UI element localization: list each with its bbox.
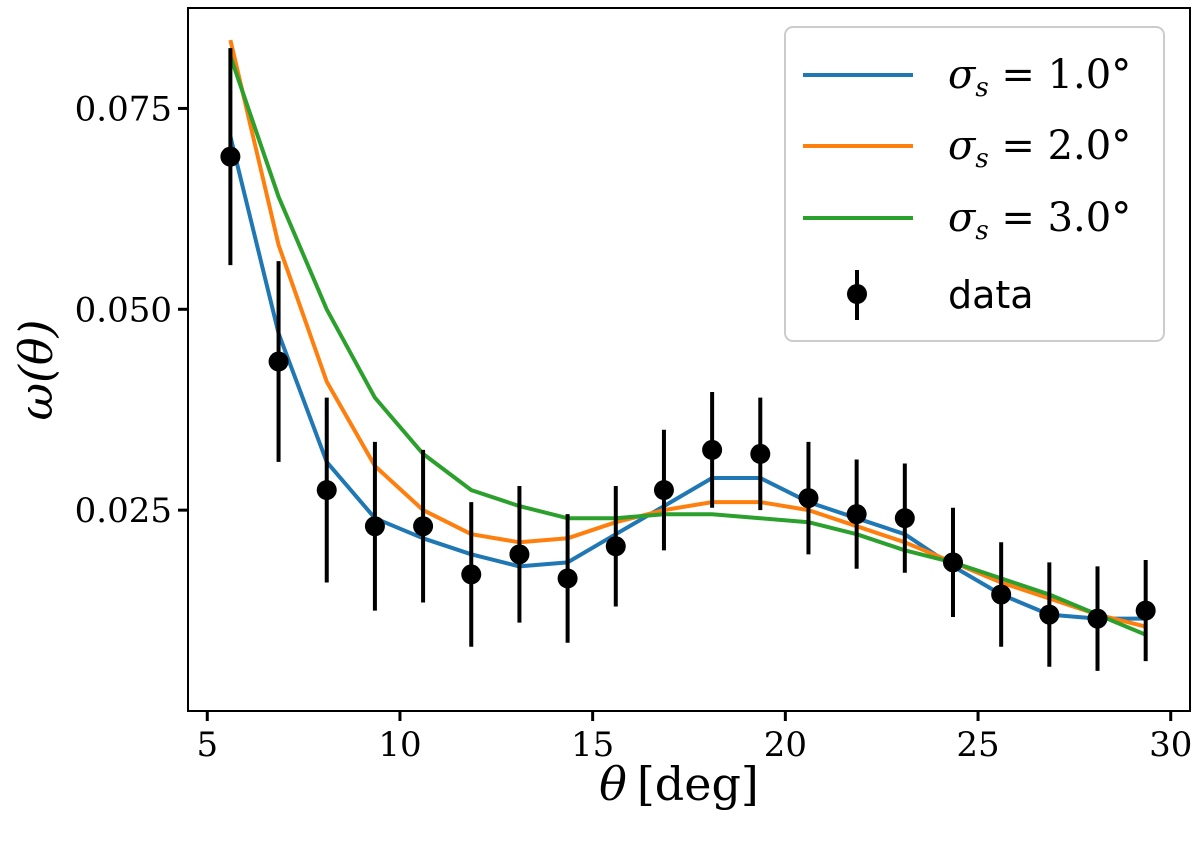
legend-label-sigma-2-symbol: σ	[948, 123, 977, 169]
data-point	[942, 552, 963, 573]
x-tick-label: 25	[956, 725, 999, 765]
x-tick-label: 10	[378, 725, 421, 765]
data-point	[461, 564, 482, 585]
legend-label-sigma-3-sub: s	[975, 216, 988, 246]
data-point	[557, 568, 578, 589]
data-point	[605, 536, 626, 557]
x-tick-label: 15	[571, 725, 614, 765]
legend-label-sigma-3-rest: = 3.0°	[989, 195, 1132, 241]
svg-text:σs = 2.0°: σs = 2.0°	[948, 123, 1131, 174]
y-axis-title: ω(θ)	[9, 319, 63, 420]
legend-box	[784, 26, 1165, 342]
legend-label-sigma-3-symbol: σ	[948, 195, 977, 241]
legend-entry-sigma-1: σs = 1.0°	[803, 52, 1131, 103]
data-point	[220, 146, 241, 167]
legend-label-sigma-2-sub: s	[975, 144, 988, 174]
legend-label-sigma-1-sub: s	[975, 73, 988, 103]
legend-label-sigma-2-rest: = 2.0°	[989, 123, 1132, 169]
legend-entry-sigma-2: σs = 2.0°	[803, 123, 1131, 174]
x-axis-title: θ [deg]	[599, 757, 759, 811]
axis-ticks: 5 10 15 20 25 30 0.025 0.050 0.075	[75, 89, 1193, 765]
data-point	[268, 351, 289, 372]
series-line-sigma-2	[228, 39, 1147, 629]
data-point	[991, 584, 1012, 605]
data-point	[653, 480, 674, 501]
legend-entry-data: data	[847, 270, 1034, 320]
data-point	[750, 443, 771, 464]
svg-text:σs = 3.0°: σs = 3.0°	[948, 195, 1131, 246]
y-tick-label: 0.075	[75, 89, 172, 129]
x-axis-variable: θ	[599, 757, 627, 811]
plot-area	[220, 39, 1156, 671]
data-point	[1087, 608, 1108, 629]
x-tick-label: 5	[196, 725, 218, 765]
plot-frame	[187, 7, 1191, 712]
data-point	[316, 480, 337, 501]
data-point	[509, 544, 530, 565]
legend: σs = 1.0° σs = 2.0° σs = 3.0° data	[784, 26, 1165, 342]
svg-text:σs = 1.0°: σs = 1.0°	[948, 52, 1131, 103]
series-line-sigma-3	[228, 55, 1147, 637]
legend-marker-data	[847, 284, 867, 304]
data-point	[894, 508, 915, 529]
x-axis-unit: [deg]	[637, 757, 759, 811]
data-point	[1039, 604, 1060, 625]
x-tick-label: 30	[1149, 725, 1192, 765]
y-tick-label: 0.025	[75, 491, 172, 531]
legend-label-sigma-1-symbol: σ	[948, 52, 977, 98]
data-point	[364, 516, 385, 537]
legend-entry-sigma-3: σs = 3.0°	[803, 195, 1131, 246]
legend-label-sigma-1-rest: = 1.0°	[989, 52, 1132, 98]
data-point	[846, 504, 867, 525]
data-point	[798, 488, 819, 509]
legend-label-data: data	[948, 273, 1034, 317]
data-point	[413, 516, 434, 537]
data-point	[702, 439, 723, 460]
y-tick-label: 0.050	[75, 290, 172, 330]
svg-text:θ[deg]: θ [deg]	[599, 757, 759, 811]
x-tick-label: 20	[764, 725, 807, 765]
data-point	[1135, 600, 1156, 621]
